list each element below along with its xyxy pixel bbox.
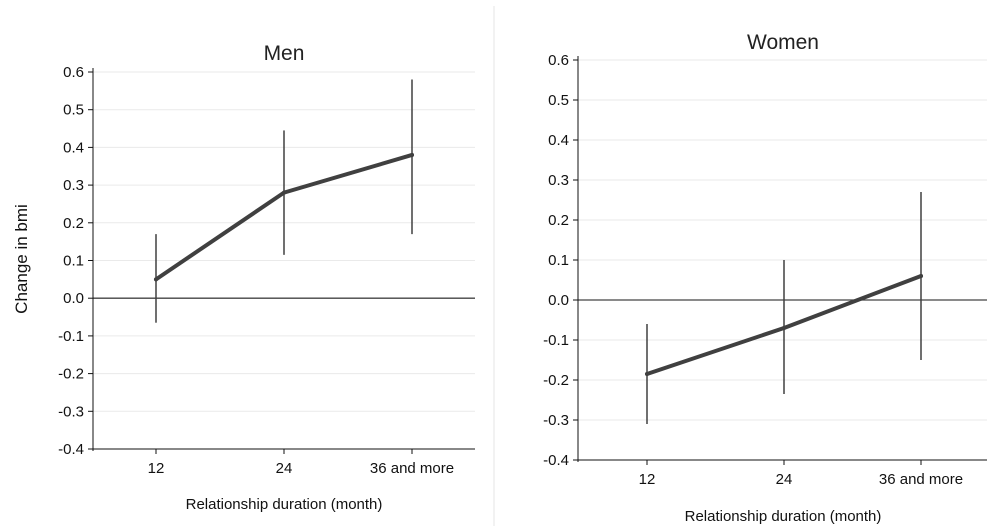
- x-axis-label: Relationship duration (month): [186, 496, 383, 513]
- men-panel: Men Change in bmi Relationship duration …: [12, 42, 475, 513]
- y-tick-label: -0.4: [58, 441, 84, 458]
- x-axis-label: Relationship duration (month): [685, 508, 882, 525]
- x-tick-label: 12: [148, 460, 165, 477]
- women-panel: Women Relationship duration (month) 0.6 0…: [543, 31, 987, 525]
- y-tick-label: -0.3: [58, 403, 84, 420]
- y-tick-label: 0.4: [548, 132, 569, 149]
- y-tick-label: 0.3: [548, 172, 569, 189]
- x-tick-label: 36 and more: [370, 460, 454, 477]
- y-tick-label: 0.6: [548, 52, 569, 69]
- y-tick-label: 0.6: [63, 64, 84, 81]
- data-point: [282, 190, 286, 195]
- chart-title: Women: [747, 31, 819, 54]
- y-tick-label: -0.3: [543, 412, 569, 429]
- data-point: [410, 152, 414, 157]
- y-tick-label: 0.2: [548, 212, 569, 229]
- y-tick-label: 0.0: [63, 290, 84, 307]
- data-point: [154, 277, 158, 282]
- y-tick-label: 0.1: [63, 253, 84, 270]
- data-point: [919, 274, 923, 278]
- y-tick-label: -0.2: [543, 372, 569, 389]
- data-point: [782, 326, 786, 330]
- y-tick-label: -0.1: [58, 328, 84, 345]
- data-point: [645, 372, 649, 376]
- x-tick-label: 36 and more: [879, 471, 963, 488]
- chart-title: Men: [264, 42, 305, 65]
- y-tick-label: 0.3: [63, 177, 84, 194]
- y-tick-label: -0.4: [543, 452, 569, 469]
- y-tick-label: 0.4: [63, 139, 84, 156]
- x-tick-label: 24: [776, 471, 793, 488]
- y-axis-label: Change in bmi: [12, 204, 31, 314]
- y-tick-label: 0.0: [548, 292, 569, 309]
- x-tick-label: 24: [276, 460, 293, 477]
- y-tick-label: 0.5: [63, 102, 84, 119]
- y-tick-label: 0.1: [548, 252, 569, 269]
- x-tick-label: 12: [639, 471, 656, 488]
- y-tick-label: 0.2: [63, 215, 84, 232]
- y-tick-label: -0.2: [58, 366, 84, 383]
- y-tick-label: 0.5: [548, 92, 569, 109]
- y-tick-label: -0.1: [543, 332, 569, 349]
